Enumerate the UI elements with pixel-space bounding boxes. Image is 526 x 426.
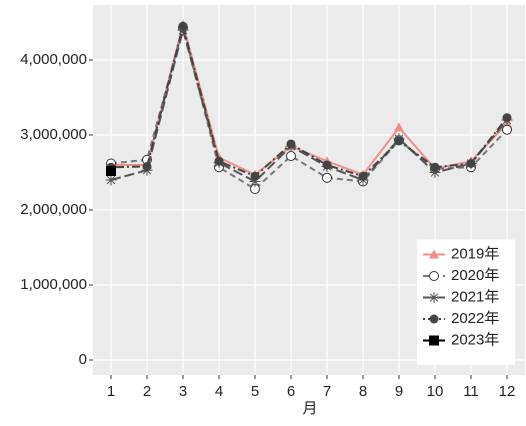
- marker: [502, 113, 512, 123]
- x-tick-label: 6: [287, 383, 295, 400]
- x-tick-label: 5: [251, 383, 259, 400]
- marker: [286, 150, 296, 161]
- marker: [429, 335, 439, 346]
- marker: [106, 165, 116, 176]
- marker: [429, 166, 441, 178]
- marker: [142, 161, 152, 171]
- marker: [322, 172, 332, 183]
- marker: [214, 156, 224, 166]
- legend-label: 2019年: [451, 245, 499, 262]
- marker: [466, 158, 476, 168]
- legend-label: 2021年: [451, 288, 499, 305]
- marker: [430, 162, 440, 172]
- marker: [249, 175, 261, 187]
- x-tick-label: 1: [107, 383, 115, 400]
- marker: [429, 249, 439, 259]
- x-tick-label: 7: [323, 383, 331, 400]
- x-tick-label: 12: [499, 383, 516, 400]
- marker: [178, 21, 188, 31]
- y-tick-label: 4,000,000: [20, 51, 87, 68]
- legend-label: 2022年: [451, 310, 499, 327]
- x-tick-label: 2: [143, 383, 151, 400]
- marker: [428, 292, 440, 303]
- x-tick-label: 10: [427, 383, 444, 400]
- legend-label: 2023年: [451, 331, 499, 348]
- x-tick-label: 3: [179, 383, 187, 400]
- marker: [502, 124, 512, 135]
- legend-label: 2020年: [451, 267, 499, 284]
- marker: [429, 314, 439, 324]
- y-tick-label: 2,000,000: [20, 201, 87, 218]
- marker: [394, 136, 404, 146]
- x-tick-label: 9: [395, 383, 403, 400]
- series-line: [110, 22, 508, 178]
- marker: [358, 171, 368, 181]
- x-tick-label: 11: [463, 383, 479, 400]
- marker: [105, 174, 117, 186]
- x-axis-label: 月: [302, 400, 317, 417]
- y-tick-label: 1,000,000: [20, 276, 87, 293]
- y-tick-label: 3,000,000: [20, 126, 87, 143]
- marker: [394, 122, 404, 132]
- marker: [286, 139, 296, 149]
- x-tick-label: 8: [359, 383, 367, 400]
- y-tick-label: 0: [79, 351, 87, 368]
- marker: [250, 171, 260, 181]
- x-tick-label: 4: [215, 383, 223, 400]
- marker: [429, 271, 439, 281]
- marker: [322, 160, 332, 170]
